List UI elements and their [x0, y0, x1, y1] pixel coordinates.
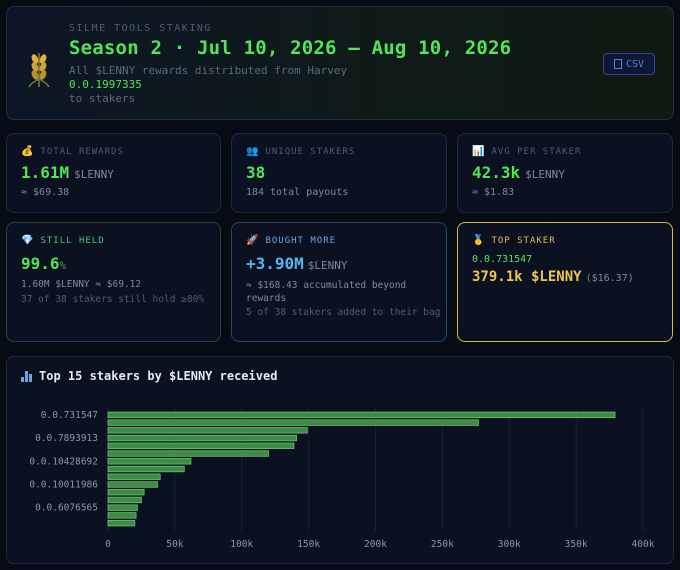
gold-medal-icon: 🥇	[472, 235, 486, 246]
avg-per-staker-label: AVG PER STAKER	[491, 146, 582, 157]
bar-chart-icon: 📊	[472, 146, 486, 157]
still-held-label: STILL HELD	[40, 235, 105, 246]
still-held-value: 99.6%	[21, 254, 67, 273]
bought-more-value: +3.90M $LENNY	[246, 254, 348, 273]
header-description: All $LENNY rewards distributed from Harv…	[69, 64, 348, 77]
y-tick-label: 0.0.10011986	[29, 479, 98, 490]
y-tick-label: 0.0.10428692	[29, 456, 98, 467]
header-description-suffix: to stakers	[69, 92, 136, 105]
y-tick-label: 0.0.6076565	[35, 503, 98, 514]
rocket-icon: 🚀	[246, 235, 260, 246]
wheat-icon	[28, 53, 50, 88]
staker-bar[interactable]	[107, 519, 136, 527]
staker-bar[interactable]	[107, 419, 479, 426]
unique-stakers-card: 👥 UNIQUE STAKERS 38 184 total payouts	[231, 133, 447, 213]
season-title: Season 2 · Jul 10, 2026 – Aug 10, 2026	[69, 37, 512, 59]
x-tick-label: 250k	[431, 539, 454, 550]
x-tick-label: 50k	[166, 539, 183, 550]
money-bag-icon: 💰	[21, 146, 35, 157]
x-tick-label: 0	[105, 539, 111, 550]
x-tick-label: 150k	[297, 539, 320, 550]
bought-more-card: 🚀 BOUGHT MORE +3.90M $LENNY ≈ $168.43 acc…	[231, 222, 447, 342]
still-held-amount: 1.60M $LENNY ≈ $69.12	[21, 279, 142, 290]
staker-bar[interactable]	[107, 458, 192, 465]
staker-bar[interactable]	[107, 473, 161, 480]
staker-bar[interactable]	[107, 442, 295, 449]
staker-bar[interactable]	[107, 427, 308, 434]
x-tick-label: 300k	[498, 539, 521, 550]
unique-stakers-value: 38	[246, 163, 266, 182]
header-amount: 0.0.1997335	[69, 78, 142, 91]
bought-more-detail: 5 of 38 stakers added to their bag	[246, 307, 441, 318]
bought-more-unit: $LENNY	[307, 259, 348, 272]
percent-sign: %	[59, 259, 67, 272]
csv-export-button[interactable]: CSV	[603, 53, 655, 75]
chart-title: Top 15 stakers by $LENNY received	[39, 369, 278, 383]
bar-chart-icon	[21, 370, 33, 382]
top-staker-card: 🥇 TOP STAKER 0.0.731547 379.1k $LENNY ($1…	[457, 222, 673, 342]
top-stakers-bar-chart: 0 50k 100k 150k 200k 250k 300k 350k 400k 0.0.7315…	[29, 407, 655, 550]
total-rewards-usd: ≈ $69.38	[21, 187, 70, 198]
x-tick-label: 350k	[565, 539, 588, 550]
top-staker-amount: 379.1k $LENNY ($16.37)	[472, 269, 634, 285]
staker-bar[interactable]	[107, 481, 158, 488]
file-icon	[613, 59, 622, 69]
avg-per-staker-value: 42.3k $LENNY	[472, 163, 565, 182]
total-rewards-value: 1.61M $LENNY	[21, 163, 114, 182]
top-stakers-chart-card: 0 50k 100k 150k 200k 250k 300k 350k 400k 0.0.7315…	[6, 356, 674, 564]
total-rewards-card: 💰 TOTAL REWARDS 1.61M $LENNY ≈ $69.38	[6, 133, 221, 213]
staker-bar[interactable]	[107, 496, 142, 504]
top-staker-label: TOP STAKER	[491, 235, 556, 246]
y-tick-label: 0.0.731547	[41, 410, 98, 421]
avg-per-staker-usd: ≈ $1.83	[472, 187, 515, 198]
diamond-icon: 💎	[21, 235, 35, 246]
x-tick-label: 200k	[364, 539, 387, 550]
still-held-detail: 37 of 38 stakers still hold ≥80%	[21, 294, 205, 305]
still-held-card: 💎 STILL HELD 99.6% 1.60M $LENNY ≈ $69.12…	[6, 222, 221, 342]
staker-bar[interactable]	[107, 465, 185, 473]
y-tick-label: 0.0.7893913	[35, 433, 98, 444]
staker-bar[interactable]	[107, 489, 145, 496]
avg-per-staker-unit: $LENNY	[525, 168, 565, 181]
avg-per-staker-card: 📊 AVG PER STAKER 42.3k $LENNY ≈ $1.83	[457, 133, 673, 213]
season-header: SILME TOOLS STAKING Season 2 · Jul 10, 2…	[6, 6, 674, 120]
unique-stakers-label: UNIQUE STAKERS	[265, 146, 356, 157]
staker-bar[interactable]	[107, 411, 616, 419]
total-payouts: 184 total payouts	[246, 187, 349, 198]
top-staker-address: 0.0.731547	[472, 254, 533, 265]
x-tick-label: 400k	[632, 539, 655, 550]
top-staker-usd: ($16.37)	[585, 273, 634, 284]
staker-bar[interactable]	[107, 434, 297, 442]
x-tick-label: 100k	[230, 539, 253, 550]
staker-bar[interactable]	[107, 450, 269, 457]
header-kicker: SILME TOOLS STAKING	[69, 23, 212, 34]
csv-label: CSV	[625, 58, 645, 70]
staker-bar[interactable]	[107, 512, 137, 519]
total-rewards-unit: $LENNY	[74, 168, 114, 181]
people-icon: 👥	[246, 146, 260, 157]
bought-more-label: BOUGHT MORE	[265, 235, 337, 246]
bought-more-amount: ≈ $168.43 accumulated beyond rewards	[246, 280, 407, 304]
staker-bar[interactable]	[107, 504, 138, 511]
total-rewards-label: TOTAL REWARDS	[40, 146, 124, 157]
